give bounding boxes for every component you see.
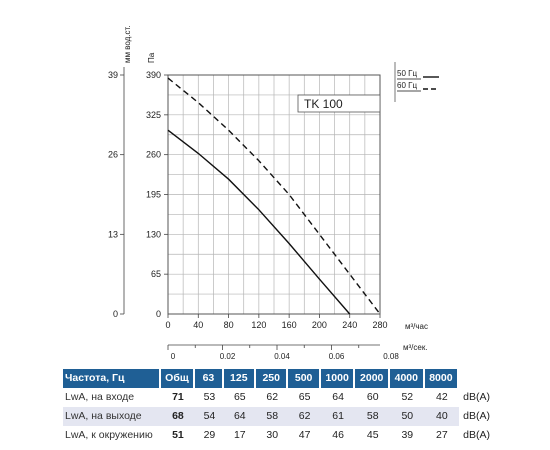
header-4000: 4000 (390, 369, 425, 388)
table-body: LwA, на входе 71 53 65 62 65 64 60 52 42 dB(A) LwA,… (63, 388, 495, 445)
row-value: 65 (298, 391, 311, 403)
header-1000: 1000 (320, 369, 356, 388)
y-tick-label: 260 (146, 150, 161, 160)
row-value: 17 (233, 429, 246, 441)
row-value: 45 (366, 429, 379, 441)
header-250: 250 (256, 369, 289, 388)
y-tick-label: 65 (151, 269, 161, 279)
row-value: 39 (401, 429, 414, 441)
row-value: 64 (223, 407, 256, 426)
mm-tick-label: 0 (113, 309, 118, 319)
m3s-tick-label: 0.04 (274, 352, 290, 361)
row-value: 40 (424, 407, 460, 426)
row-value: 27 (436, 429, 448, 441)
series-line-50hz (167, 129, 351, 315)
header-63: 63 (195, 369, 224, 388)
row-value: 64 (332, 391, 344, 403)
row-value: 58 (256, 407, 289, 426)
row-value: 65 (233, 391, 246, 403)
x-tick-label: 160 (282, 320, 297, 330)
x-tick-label: 80 (224, 320, 234, 330)
header-frequency: Частота, Гц (63, 369, 161, 388)
row-value: 30 (266, 429, 279, 441)
pa-axis-title: Па (147, 52, 156, 63)
row-value: 53 (203, 391, 216, 403)
row-value: 60 (366, 391, 379, 403)
m3s-tick-label: 0.08 (383, 352, 399, 361)
row-total: 71 (172, 391, 184, 403)
row-value: 47 (298, 429, 311, 441)
mm-tick-label: 39 (108, 70, 118, 80)
row-value: 54 (195, 407, 224, 426)
row-unit: dB(A) (459, 426, 495, 445)
table-row: LwA, к окружению 51 29 17 30 47 46 45 39 27 dB(A) (63, 426, 495, 445)
m3s-tick-label: 0 (171, 352, 176, 361)
x-tick-label: 40 (193, 320, 203, 330)
x-tick-label: 240 (342, 320, 357, 330)
y-tick-label-zero: 0 (156, 309, 161, 319)
table-header-row: Частота, Гц Общ 63 125 250 500 1000 2000… (63, 369, 495, 388)
m3s-tick-label: 0.06 (329, 352, 345, 361)
row-value: 52 (401, 391, 414, 403)
row-label: LwA, на выходе (63, 407, 161, 426)
table-row: LwA, на выходе 68 54 64 58 62 61 58 50 40 dB(A) (63, 407, 495, 426)
x-axis-title-m3h: м³/час (405, 322, 428, 331)
row-value: 61 (320, 407, 356, 426)
row-value: 58 (355, 407, 390, 426)
table-row: LwA, на входе 71 53 65 62 65 64 60 52 42 dB(A) (63, 388, 495, 407)
row-value: 50 (390, 407, 425, 426)
row-total: 51 (172, 429, 184, 441)
y-tick-label: 390 (146, 70, 161, 80)
header-125: 125 (223, 369, 256, 388)
row-total: 68 (160, 407, 196, 426)
mm-axis-title: мм вод.ст. (123, 25, 132, 63)
chart-grid (168, 75, 380, 314)
row-unit: dB(A) (459, 388, 495, 407)
y-tick-label: 325 (146, 110, 161, 120)
y-tick-label: 130 (146, 229, 161, 239)
row-value: 62 (288, 407, 321, 426)
legend-label: 60 Гц (397, 81, 417, 90)
sound-power-table: Частота, Гц Общ 63 125 250 500 1000 2000… (63, 369, 495, 445)
header-2000: 2000 (355, 369, 390, 388)
row-unit: dB(A) (459, 407, 495, 426)
x-axis-title-m3s: м³/сек. (403, 343, 428, 352)
y-tick-label: 195 (146, 190, 161, 200)
legend-label: 50 Гц (397, 69, 417, 78)
row-value: 46 (332, 429, 344, 441)
header-8000: 8000 (424, 369, 460, 388)
row-label: LwA, на входе (65, 391, 135, 403)
x-tick-label: 200 (312, 320, 327, 330)
row-value: 62 (266, 391, 279, 403)
chart-series (167, 76, 439, 315)
chart-axes (120, 62, 421, 350)
header-unit-spacer (459, 369, 495, 388)
x-tick-label: 0 (165, 320, 170, 330)
x-tick-label: 280 (372, 320, 387, 330)
model-label: TK 100 (304, 97, 343, 111)
header-total: Общ (160, 369, 196, 388)
x-tick-label: 120 (251, 320, 266, 330)
header-500: 500 (288, 369, 321, 388)
mm-tick-label: 26 (108, 150, 118, 160)
mm-tick-label: 13 (108, 229, 118, 239)
m3s-tick-label: 0.02 (220, 352, 236, 361)
series-line-60hz (167, 77, 381, 315)
row-value: 29 (203, 429, 216, 441)
row-label: LwA, к окружению (65, 429, 153, 441)
row-value: 42 (436, 391, 448, 403)
model-label-box (297, 94, 381, 113)
